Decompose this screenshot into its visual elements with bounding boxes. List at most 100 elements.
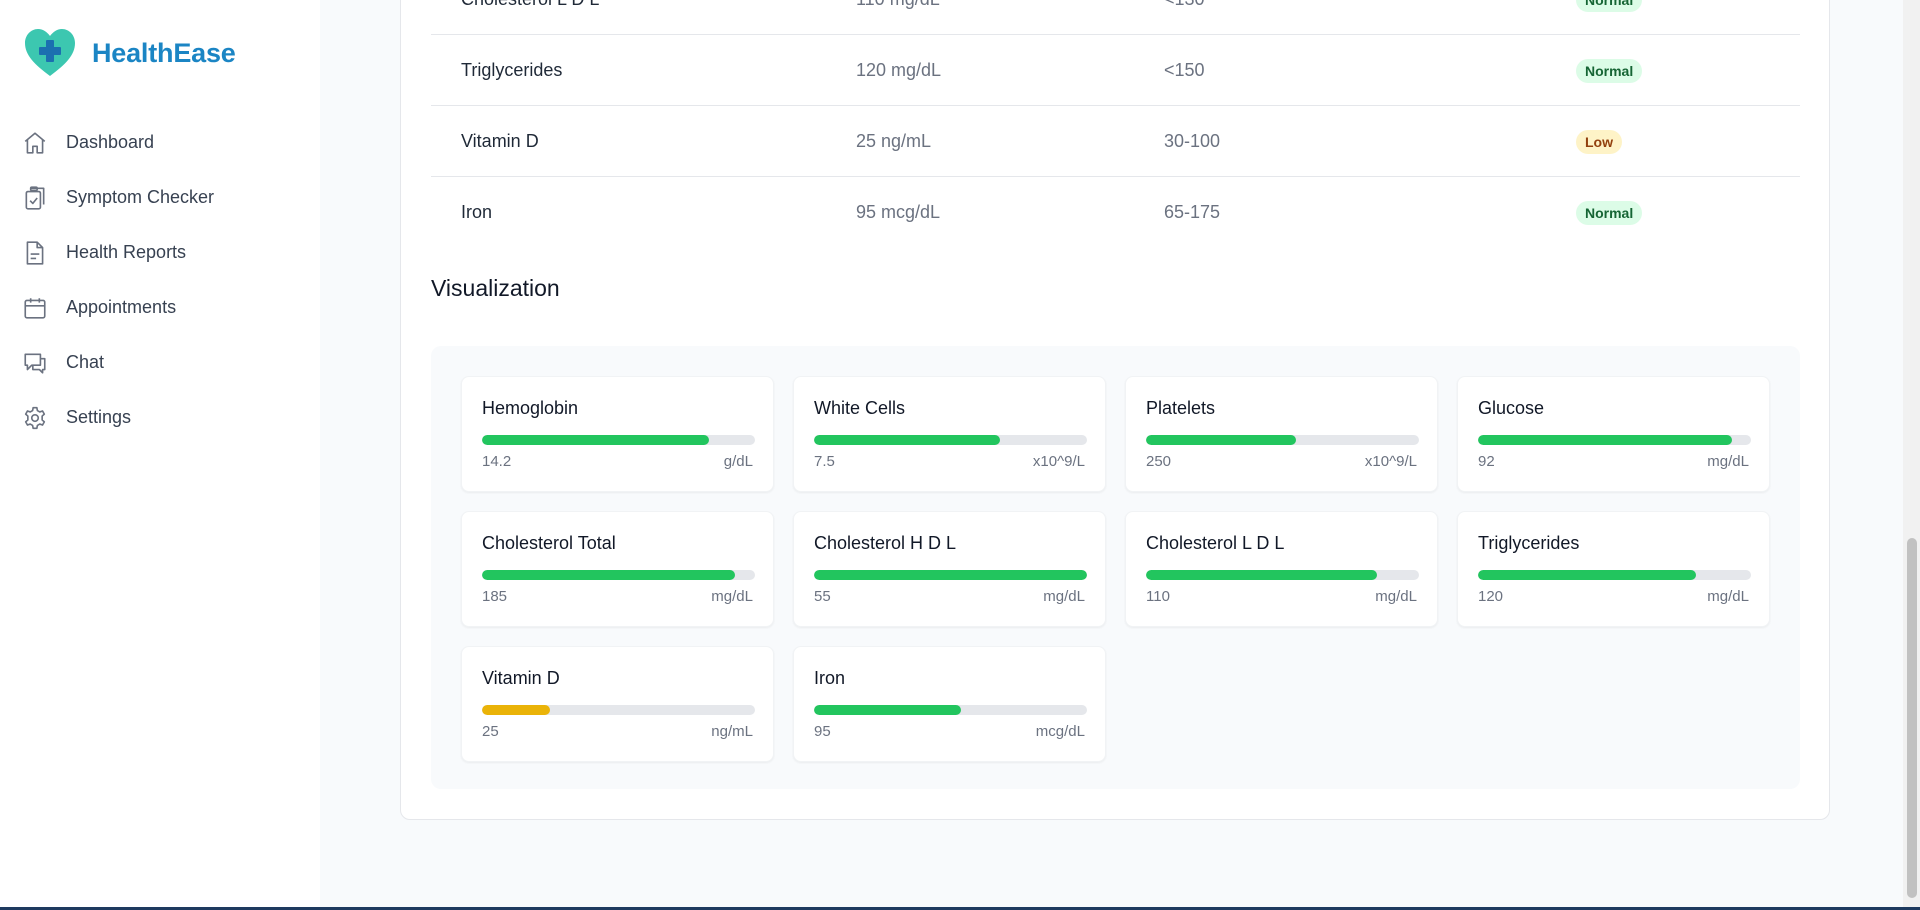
test-name: Triglycerides	[461, 60, 563, 80]
progress-fill	[482, 435, 709, 445]
test-range: 65-175	[1164, 202, 1221, 222]
progress-track	[482, 435, 755, 445]
metric-card: Triglycerides 120 mg/dL	[1457, 511, 1770, 627]
progress-fill	[482, 705, 551, 715]
sidebar-item-label: Health Reports	[66, 242, 187, 262]
metric-name: White Cells	[814, 398, 906, 418]
metric-unit: mcg/dL	[1035, 723, 1085, 740]
metric-card: Cholesterol Total 185 mg/dL	[461, 511, 774, 627]
metric-card: Glucose 92 mg/dL	[1457, 376, 1770, 492]
progress-fill	[814, 570, 1087, 580]
sidebar-item-chat[interactable]: Chat	[0, 335, 320, 390]
test-name: Iron	[461, 202, 493, 222]
metric-unit: mg/dL	[711, 588, 753, 605]
test-name: Cholesterol L D L	[461, 0, 599, 35]
metric-name: Iron	[814, 668, 846, 688]
table-row: Vitamin D 25 ng/mL 30-100 Low	[431, 106, 1800, 177]
report-panel: Cholesterol L D L 110 mg/dL <130 Normal …	[400, 0, 1830, 820]
progress-track	[1478, 435, 1751, 445]
metric-name: Platelets	[1146, 398, 1216, 418]
chat-icon	[22, 350, 48, 376]
sidebar-item-label: Dashboard	[66, 132, 155, 152]
metric-unit: x10^9/L	[1364, 453, 1417, 470]
app-name: HealthEase	[92, 37, 236, 68]
progress-track	[814, 570, 1087, 580]
metric-value: 110	[1146, 588, 1170, 605]
sidebar-nav: Dashboard Symptom Checker Health Reports…	[0, 115, 320, 445]
metric-name: Cholesterol H D L	[814, 533, 957, 553]
sidebar-item-settings[interactable]: Settings	[0, 390, 320, 445]
sidebar-item-appointments[interactable]: Appointments	[0, 280, 320, 335]
metric-value: 250	[1146, 453, 1172, 470]
test-range: <150	[1164, 60, 1205, 80]
progress-fill	[814, 705, 962, 715]
test-range: <130	[1164, 0, 1205, 35]
status-badge: Normal	[1576, 59, 1643, 84]
metric-unit: mg/dL	[1043, 588, 1085, 605]
table-row: Cholesterol L D L 110 mg/dL <130 Normal	[431, 0, 1800, 35]
metric-value: 92	[1478, 453, 1495, 470]
sidebar-item-label: Chat	[66, 352, 105, 372]
metric-value: 120	[1478, 588, 1504, 605]
test-value: 110 mg/dL	[856, 0, 940, 35]
sidebar-item-dashboard[interactable]: Dashboard	[0, 115, 320, 170]
progress-fill	[482, 570, 735, 580]
metric-card: Iron 95 mcg/dL	[793, 646, 1106, 762]
metric-unit: mg/dL	[1707, 453, 1749, 470]
metric-name: Vitamin D	[482, 668, 560, 688]
document-icon	[22, 240, 48, 266]
progress-track	[1146, 435, 1419, 445]
metric-name: Hemoglobin	[482, 398, 579, 418]
metric-card: Cholesterol H D L 55 mg/dL	[793, 511, 1106, 627]
metric-name: Cholesterol L D L	[1146, 533, 1285, 553]
metric-value: 95	[814, 723, 831, 740]
table-row: Triglycerides 120 mg/dL <150 Normal	[431, 35, 1800, 106]
metric-value: 55	[814, 588, 831, 605]
gear-icon	[22, 405, 48, 431]
metric-unit: ng/mL	[711, 723, 753, 740]
metric-value: 7.5	[814, 453, 835, 470]
progress-fill	[1478, 570, 1697, 580]
sidebar-item-label: Appointments	[66, 297, 177, 317]
metric-card: Vitamin D 25 ng/mL	[461, 646, 774, 762]
visualization-grid: Hemoglobin 14.2 g/dL White Cells 7.5 x10…	[431, 346, 1800, 789]
progress-fill	[1478, 435, 1732, 445]
bottom-edge	[0, 907, 1920, 910]
sidebar-item-health-reports[interactable]: Health Reports	[0, 225, 320, 280]
sidebar: HealthEase Dashboard Symptom Checker Hea…	[0, 0, 320, 907]
sidebar-item-label: Symptom Checker	[66, 187, 215, 207]
test-value: 120 mg/dL	[856, 60, 942, 80]
metric-card: White Cells 7.5 x10^9/L	[793, 376, 1106, 492]
metric-unit: mg/dL	[1707, 588, 1749, 605]
app-logo[interactable]: HealthEase	[24, 28, 236, 78]
scrollbar-thumb[interactable]	[1907, 538, 1917, 898]
metric-name: Glucose	[1478, 398, 1545, 418]
status-badge: Low	[1576, 130, 1622, 155]
test-range: 30-100	[1164, 131, 1221, 151]
metric-value: 25	[482, 723, 499, 740]
metric-value: 14.2	[482, 453, 512, 470]
section-title: Visualization	[431, 275, 560, 301]
progress-track	[1146, 570, 1419, 580]
progress-track	[1478, 570, 1751, 580]
sidebar-item-symptom-checker[interactable]: Symptom Checker	[0, 170, 320, 225]
progress-track	[482, 705, 755, 715]
metric-name: Triglycerides	[1478, 533, 1580, 553]
home-icon	[22, 130, 48, 156]
sidebar-item-label: Settings	[66, 407, 132, 427]
metric-card: Hemoglobin 14.2 g/dL	[461, 376, 774, 492]
test-name: Vitamin D	[461, 131, 539, 151]
metric-unit: x10^9/L	[1032, 453, 1085, 470]
metric-unit: g/dL	[723, 453, 753, 470]
progress-fill	[1146, 570, 1377, 580]
test-value: 95 mcg/dL	[856, 202, 941, 222]
calendar-icon	[22, 295, 48, 321]
status-badge: Normal	[1576, 0, 1643, 13]
progress-track	[814, 435, 1087, 445]
metric-card: Platelets 250 x10^9/L	[1125, 376, 1438, 492]
status-badge: Normal	[1576, 201, 1643, 226]
table-row: Iron 95 mcg/dL 65-175 Normal	[431, 177, 1800, 248]
metric-unit: mg/dL	[1375, 588, 1417, 605]
progress-track	[482, 570, 755, 580]
progress-fill	[814, 435, 1000, 445]
